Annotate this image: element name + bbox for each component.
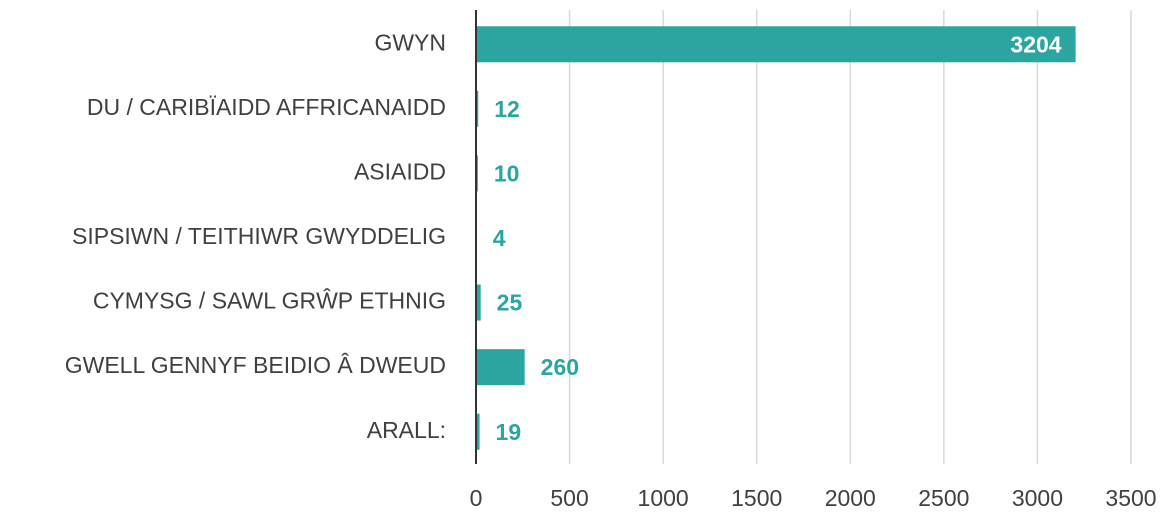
bar xyxy=(476,413,480,450)
value-label: 3204 xyxy=(1010,31,1061,57)
bar xyxy=(476,26,1076,63)
value-label: 12 xyxy=(494,96,520,122)
bar xyxy=(476,349,525,386)
x-tick-label: 0 xyxy=(470,485,483,511)
category-label: DU / CARIBÏAIDD AFFRICANAIDD xyxy=(87,94,446,120)
x-tick-label: 2000 xyxy=(825,485,876,511)
x-tick-label: 1000 xyxy=(638,485,689,511)
x-tick-label: 500 xyxy=(550,485,588,511)
category-label: ASIAIDD xyxy=(354,159,446,185)
value-label: 10 xyxy=(494,161,520,187)
category-label: CYMYSG / SAWL GRŴP ETHNIG xyxy=(93,288,446,314)
category-label: SIPSIWN / TEITHIWR GWYDDELIG xyxy=(72,223,446,249)
x-tick-label: 3500 xyxy=(1105,485,1156,511)
value-label: 19 xyxy=(496,419,522,445)
value-label: 25 xyxy=(497,290,523,316)
value-label: 260 xyxy=(541,354,579,380)
x-tick-label: 2500 xyxy=(918,485,969,511)
bar xyxy=(476,284,481,321)
x-tick-label: 1500 xyxy=(731,485,782,511)
x-tick-label: 3000 xyxy=(1012,485,1063,511)
category-label: ARALL: xyxy=(367,417,446,443)
bar xyxy=(476,90,479,127)
category-label: GWELL GENNYF BEIDIO Â DWEUD xyxy=(65,352,446,378)
category-label: GWYN xyxy=(374,29,446,55)
value-label: 4 xyxy=(493,225,506,251)
